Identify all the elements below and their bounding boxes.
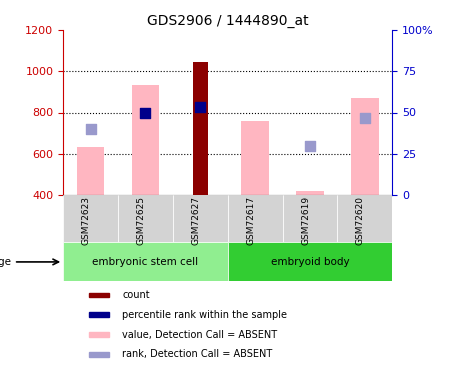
Bar <box>283 195 337 242</box>
Bar <box>193 62 208 195</box>
Point <box>142 110 149 116</box>
Bar <box>118 195 173 242</box>
Bar <box>89 352 109 357</box>
Bar <box>296 191 324 195</box>
Text: GSM72623: GSM72623 <box>82 196 91 245</box>
Text: rank, Detection Call = ABSENT: rank, Detection Call = ABSENT <box>122 350 273 360</box>
Bar <box>228 195 283 242</box>
Text: development stage: development stage <box>0 257 11 267</box>
Bar <box>89 312 109 317</box>
Bar <box>63 242 228 281</box>
Bar <box>89 332 109 337</box>
Bar <box>351 98 379 195</box>
Text: GSM72619: GSM72619 <box>301 196 310 245</box>
Text: count: count <box>122 290 150 300</box>
Point <box>307 142 314 148</box>
Bar <box>241 121 269 195</box>
Text: GSM72625: GSM72625 <box>137 196 146 245</box>
Title: GDS2906 / 1444890_at: GDS2906 / 1444890_at <box>147 13 308 28</box>
Bar <box>173 195 228 242</box>
Bar <box>132 85 159 195</box>
Point <box>197 104 204 110</box>
Text: GSM72617: GSM72617 <box>246 196 255 245</box>
Bar <box>89 292 109 297</box>
Bar <box>228 242 392 281</box>
Bar <box>337 195 392 242</box>
Point <box>87 126 94 132</box>
Text: value, Detection Call = ABSENT: value, Detection Call = ABSENT <box>122 330 277 340</box>
Text: percentile rank within the sample: percentile rank within the sample <box>122 310 287 320</box>
Text: GSM72620: GSM72620 <box>356 196 365 245</box>
Bar <box>63 195 118 242</box>
Point <box>361 115 368 121</box>
Text: embryoid body: embryoid body <box>271 257 350 267</box>
Bar <box>77 147 104 195</box>
Text: embryonic stem cell: embryonic stem cell <box>92 257 198 267</box>
Text: GSM72627: GSM72627 <box>191 196 200 245</box>
